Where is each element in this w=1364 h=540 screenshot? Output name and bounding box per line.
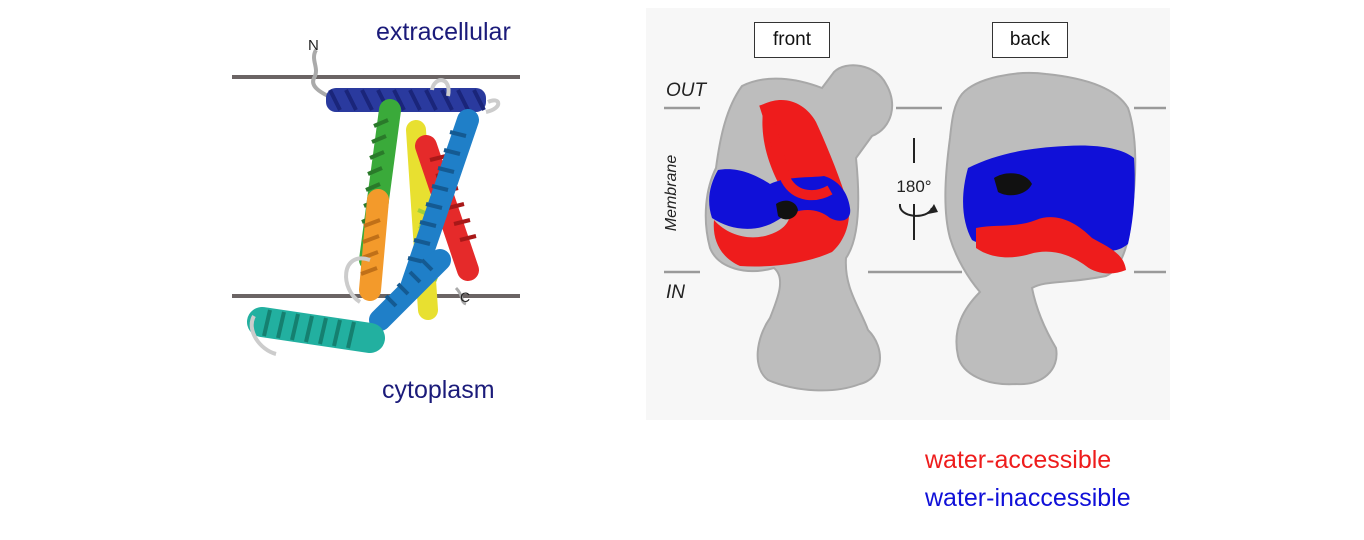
- bottom-loop: [344, 256, 371, 304]
- helix-orange: [359, 189, 389, 301]
- ribbon-svg: N C: [232, 37, 520, 356]
- c-terminus-label: C: [460, 289, 470, 305]
- ribbon-diagram: N C: [220, 20, 540, 420]
- legend-water-inaccessible: water-inaccessible: [925, 484, 1131, 512]
- n-loop: [311, 48, 329, 98]
- rotation-symbol: [899, 138, 938, 240]
- helix-blue-lower: [369, 249, 451, 331]
- helix-teal: [247, 307, 385, 353]
- c-loop: [454, 286, 467, 306]
- membrane-guides: [664, 106, 1166, 274]
- helix-top-blue: [326, 88, 486, 112]
- rotation-label: 180°: [896, 177, 931, 196]
- surface-figure: 180° front back OUT IN Membrane: [646, 8, 1170, 420]
- extracellular-label: extracellular: [376, 18, 511, 46]
- n-terminus-label: N: [308, 37, 319, 54]
- front-view-label: front: [754, 22, 830, 58]
- back-view-label: back: [992, 22, 1068, 58]
- back-surface: [944, 72, 1137, 386]
- legend-water-accessible: water-accessible: [925, 446, 1112, 474]
- top-right-loop: [485, 98, 501, 114]
- cytoplasm-label: cytoplasm: [382, 376, 495, 404]
- front-surface: [704, 64, 894, 392]
- top-loop: [430, 78, 451, 97]
- teal-loop: [249, 315, 277, 356]
- out-label: OUT: [666, 80, 707, 101]
- membrane-label: Membrane: [663, 154, 680, 232]
- in-label: IN: [666, 282, 685, 303]
- helix-light-blue: [399, 109, 479, 301]
- surface-svg: 180°: [664, 64, 1166, 392]
